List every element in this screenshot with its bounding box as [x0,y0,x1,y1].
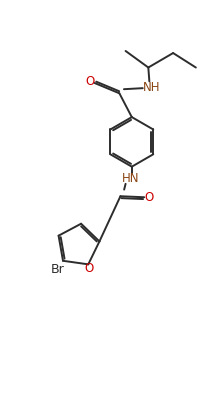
Text: O: O [85,75,95,89]
Text: O: O [85,262,94,275]
Text: NH: NH [143,81,160,94]
Text: Br: Br [51,263,65,276]
Text: O: O [144,191,153,204]
Text: HN: HN [122,172,140,185]
